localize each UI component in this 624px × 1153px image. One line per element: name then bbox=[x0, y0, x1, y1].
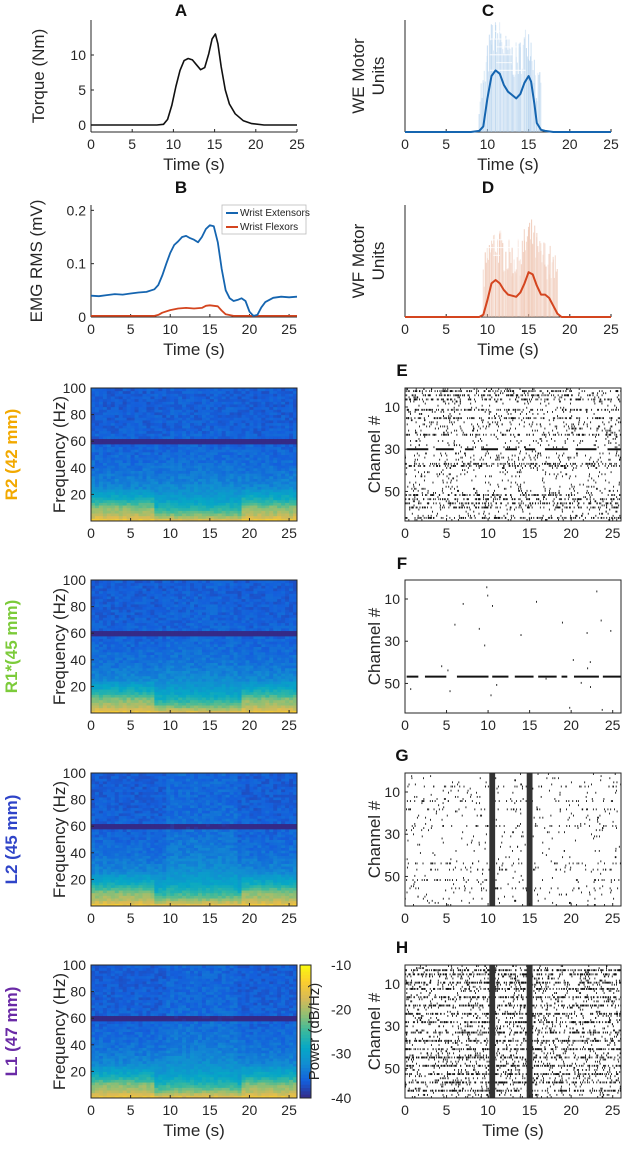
x-tick-label: 15 bbox=[207, 136, 223, 152]
x-tick-label: 5 bbox=[127, 321, 135, 337]
y-tick-label: 20 bbox=[70, 486, 86, 502]
x-tick-label: 25 bbox=[603, 136, 619, 152]
axes-B: 0 5 10 15 20 25 0 0.1 0.2 Time (s) EMG RMS (mV) B Wr… bbox=[27, 178, 310, 359]
legend-label-extensors: Wrist Extensors bbox=[240, 208, 310, 219]
y-tick-label: 0 bbox=[78, 117, 86, 133]
x-tick-label: 0 bbox=[87, 136, 95, 152]
panel-letter-D: D bbox=[482, 178, 494, 197]
x-axis-label: Time (s) bbox=[163, 155, 225, 174]
y-axis-label-line: WE Motor bbox=[349, 38, 368, 114]
y-tick-label: 60 bbox=[70, 433, 86, 449]
torque-line bbox=[91, 34, 297, 125]
y-axis-label: EMG RMS (mV) bbox=[27, 200, 46, 323]
y-axis-label: WE MotorUnits bbox=[349, 38, 388, 114]
x-tick-label: 15 bbox=[202, 321, 218, 337]
x-tick-label: 20 bbox=[562, 321, 578, 337]
figure-canvas: 0 5 10 15 20 25 0 5 10 Time (s) Torque (Nm) A 0 5 10 15… bbox=[0, 0, 624, 1153]
motor-unit-spikes bbox=[483, 216, 557, 317]
y-tick-label: 10 bbox=[70, 47, 86, 63]
panel-letter-C: C bbox=[482, 1, 494, 20]
x-tick-label: 5 bbox=[442, 136, 450, 152]
y-axis-label-line: Units bbox=[369, 242, 388, 281]
spectrogram-R2 bbox=[91, 388, 298, 522]
x-axis-label: Time (s) bbox=[477, 155, 539, 174]
x-tick-label: 5 bbox=[442, 321, 450, 337]
y-axis-label: WF MotorUnits bbox=[349, 223, 388, 298]
x-tick-label: 25 bbox=[281, 321, 297, 337]
x-tick-label: 15 bbox=[521, 321, 537, 337]
legend-label-flexors: Wrist Flexors bbox=[240, 222, 298, 233]
x-tick-label: 20 bbox=[242, 525, 258, 541]
x-tick-label: 0 bbox=[401, 136, 409, 152]
x-tick-label: 10 bbox=[166, 136, 182, 152]
x-tick-label: 0 bbox=[87, 321, 95, 337]
legend: Wrist Extensors Wrist Flexors bbox=[222, 205, 310, 234]
y-tick-label: 0.1 bbox=[67, 256, 87, 272]
y-tick-label: 100 bbox=[63, 380, 87, 396]
y-tick-label: 80 bbox=[70, 407, 86, 423]
axes-A: 0 5 10 15 20 25 0 5 10 Time (s) Torque (Nm) A bbox=[29, 1, 305, 174]
y-axis-label-line: Units bbox=[369, 57, 388, 96]
x-tick-label: 25 bbox=[281, 525, 297, 541]
x-tick-label: 0 bbox=[87, 525, 95, 541]
x-tick-label: 15 bbox=[521, 136, 537, 152]
y-tick-label: 5 bbox=[78, 82, 86, 98]
x-tick-label: 10 bbox=[480, 321, 496, 337]
y-axis-label: Frequency (Hz) bbox=[50, 396, 69, 513]
spectrogram-R1 bbox=[91, 580, 298, 714]
x-axis-label: Time (s) bbox=[477, 340, 539, 359]
panel-letter-B: B bbox=[175, 178, 187, 197]
x-axis-label: Time (s) bbox=[163, 340, 225, 359]
extensors-line bbox=[91, 225, 297, 316]
axes-D: 0 5 10 15 20 25 Time (s) WF MotorUnits D bbox=[349, 178, 619, 359]
y-tick-label: 0 bbox=[78, 309, 86, 325]
flexors-line bbox=[91, 305, 297, 316]
electrode-label-R2: R2 (42 mm) bbox=[2, 409, 21, 501]
x-tick-label: 25 bbox=[289, 136, 305, 152]
x-tick-label: 10 bbox=[162, 525, 178, 541]
x-tick-label: 20 bbox=[562, 136, 578, 152]
y-axis-label-line: WF Motor bbox=[349, 223, 368, 298]
y-tick-label: 40 bbox=[70, 460, 86, 476]
x-tick-label: 5 bbox=[128, 136, 136, 152]
x-tick-label: 15 bbox=[202, 525, 218, 541]
motor-unit-spikes bbox=[479, 22, 541, 132]
y-tick-label: 0.2 bbox=[67, 202, 87, 218]
panel-letter-A: A bbox=[175, 1, 187, 20]
axes-C: 0 5 10 15 20 25 Time (s) WE MotorUnits C bbox=[349, 1, 619, 174]
x-tick-label: 25 bbox=[603, 321, 619, 337]
x-tick-label: 10 bbox=[162, 321, 178, 337]
x-tick-label: 20 bbox=[242, 321, 258, 337]
x-tick-label: 0 bbox=[401, 321, 409, 337]
x-tick-label: 20 bbox=[248, 136, 264, 152]
y-axis-label: Torque (Nm) bbox=[29, 29, 48, 123]
x-tick-label: 10 bbox=[480, 136, 496, 152]
x-tick-label: 5 bbox=[127, 525, 135, 541]
